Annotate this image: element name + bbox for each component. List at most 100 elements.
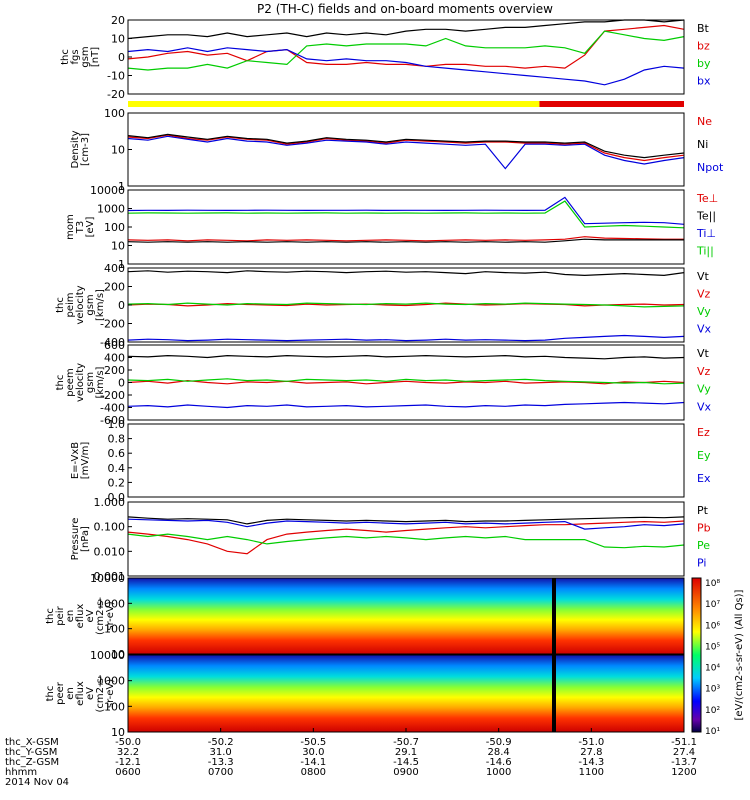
ytick-label-peer_spec-1: 1000 bbox=[97, 675, 125, 688]
ylabel-line-peim-2: velocity bbox=[75, 285, 86, 324]
series-temp-1 bbox=[127, 238, 684, 243]
ylabel-line-peer_spec-5: (cm2-s- bbox=[95, 674, 106, 712]
xaxis-value-3-4: 1000 bbox=[486, 767, 511, 778]
colorbar-gradient bbox=[691, 577, 702, 733]
ylabel-line-fgs-2: gsm bbox=[80, 46, 91, 67]
legend-efield-0: Ez bbox=[697, 426, 710, 439]
legend-peim-3: Vx bbox=[697, 323, 712, 336]
ylabel-line-fgs-3: [nT] bbox=[90, 47, 101, 67]
legend-peim-1: Vz bbox=[697, 288, 711, 301]
figure-title: P2 (TH-C) fields and on-board moments ov… bbox=[257, 2, 553, 16]
xaxis-value-0-5: -51.0 bbox=[578, 737, 604, 748]
x-axis-table: thc_X-GSM -50.0 -50.2 -50.5 -50.7 -50.9 -51.0 -… bbox=[5, 728, 697, 788]
ytick-label-peir_spec-3: 10 bbox=[111, 648, 125, 661]
ytick-label-peir_spec-1: 1000 bbox=[97, 597, 125, 610]
ylabel-peem: thcpeemvelocitygsm[km/s] bbox=[55, 363, 106, 402]
legend-temp-0: Te⊥ bbox=[696, 192, 718, 205]
ylabel-efield: E=-VxB[mV/m] bbox=[70, 442, 91, 480]
ytick-label-efield-3: 0.4 bbox=[108, 462, 126, 475]
ylabel-peer_spec: thcpeerenefluxeV(cm2-s-sr-eV) bbox=[45, 674, 116, 712]
ylabel-temp: momT3[eV] bbox=[65, 214, 96, 240]
legend-pressure-2: Pe bbox=[697, 539, 710, 552]
colorbar-tick-1: 10⁷ bbox=[705, 600, 720, 610]
ytick-label-peim-2: 0 bbox=[118, 299, 125, 312]
ytick-label-density-2: 1 bbox=[118, 180, 125, 193]
xaxis-value-3-2: 0800 bbox=[301, 767, 326, 778]
panel-temp: 10000 1000 100 10 1 momT3[eV] Te⊥ Te|| Ti⊥ Ti|| bbox=[65, 184, 718, 271]
ytick-label-peir_spec-0: 10000 bbox=[90, 572, 125, 585]
frame-efield bbox=[127, 423, 685, 498]
ylabel-line-peer_spec-3: eflux bbox=[75, 681, 86, 706]
legend-efield-2: Ex bbox=[697, 472, 711, 485]
ytick-label-temp-1: 1000 bbox=[97, 203, 125, 216]
legend-fgs-0: Bt bbox=[697, 22, 710, 35]
xaxis-value-0-0: -50.0 bbox=[115, 737, 141, 748]
panels-layer: 20100-10-20thcfgsgsm[nT]Btbzbybx100101De… bbox=[45, 14, 724, 739]
panel-peim: 400 200 0 -200 -400 thcpeimvelocitygsm[km/s] V… bbox=[55, 262, 712, 349]
legend-temp-1: Te|| bbox=[696, 210, 716, 223]
ylabel-line-peer_spec-4: eV bbox=[85, 687, 96, 700]
series-pressure-1 bbox=[127, 520, 685, 555]
ylabel-line-peer_spec-2: en bbox=[65, 687, 76, 700]
ylabel-line-density-1: [cm-3] bbox=[80, 133, 91, 166]
xaxis-value-0-6: -51.1 bbox=[671, 737, 697, 748]
xaxis-value-0-3: -50.7 bbox=[393, 737, 419, 748]
series-fgs-2 bbox=[127, 30, 685, 71]
series-temp-0 bbox=[127, 236, 684, 242]
ytick-label-temp-2: 100 bbox=[104, 221, 125, 234]
series-density-2 bbox=[127, 135, 685, 170]
xaxis-value-2-3: -14.5 bbox=[393, 757, 419, 768]
ylabel-line-temp-2: [eV] bbox=[85, 217, 96, 238]
ylabel-line-peir_spec-2: en bbox=[65, 610, 76, 623]
ylabel-line-peir_spec-4: eV bbox=[85, 609, 96, 622]
series-peem-2 bbox=[127, 378, 685, 385]
series-peim-1 bbox=[127, 302, 685, 307]
data-gap-peer_spec bbox=[552, 655, 556, 732]
ytick-label-peir_spec-2: 100 bbox=[104, 623, 125, 636]
ylabel-line-pressure-0: Pressure bbox=[70, 518, 81, 561]
legend-peem-1: Vz bbox=[697, 365, 711, 378]
ytick-label-peem-1: 400 bbox=[104, 352, 125, 365]
xaxis-value-1-0: 32.2 bbox=[117, 747, 139, 758]
ytick-label-pressure-0: 1.000 bbox=[94, 496, 126, 509]
xaxis-row-label-3: hhmm bbox=[5, 767, 37, 778]
colorbar-tick-3: 10⁵ bbox=[705, 642, 720, 652]
ylabel-line-peim-0: thc bbox=[55, 297, 66, 313]
colorbar-tick-5: 10³ bbox=[705, 685, 720, 695]
series-peim-0 bbox=[127, 270, 685, 277]
series-pressure-2 bbox=[127, 533, 685, 549]
ylabel-line-temp-0: mom bbox=[65, 214, 76, 240]
panel-peer_spec: 10000 1000 100 10 thcpeerenefluxeV(cm2-s-sr-… bbox=[45, 649, 685, 739]
ylabel-line-peir_spec-6: sr-eV) bbox=[105, 601, 116, 630]
legend-peim-2: Vy bbox=[697, 305, 711, 318]
ytick-label-efield-0: 1.0 bbox=[108, 418, 126, 431]
ytick-label-efield-2: 0.6 bbox=[108, 447, 126, 460]
legend-density-1: Ni bbox=[697, 138, 708, 151]
xaxis-value-3-0: 0600 bbox=[115, 767, 140, 778]
ylabel-line-peem-1: peem bbox=[65, 368, 76, 396]
panel-fgs: 20 10 0 -10 -20 thcfgsgsm[nT] Bt bz by bx bbox=[60, 14, 711, 107]
ylabel-line-peem-0: thc bbox=[55, 375, 66, 391]
ylabel-line-peir_spec-1: peir bbox=[55, 605, 66, 625]
ytick-label-efield-1: 0.8 bbox=[108, 433, 126, 446]
xaxis-value-3-1: 0700 bbox=[208, 767, 233, 778]
series-temp-3 bbox=[127, 200, 685, 229]
plot-area-efield bbox=[128, 424, 684, 497]
frame-peir_spec bbox=[127, 577, 685, 655]
xaxis-value-2-6: -13.7 bbox=[671, 757, 697, 768]
ytick-label-peem-0: 600 bbox=[104, 339, 125, 352]
ytick-label-peim-4: -400 bbox=[100, 336, 125, 349]
date-label: 2014 Nov 04 bbox=[5, 777, 69, 788]
ylabel-line-temp-1: T3 bbox=[75, 221, 86, 234]
legend-peem-2: Vy bbox=[697, 383, 711, 396]
xaxis-value-0-2: -50.5 bbox=[300, 737, 326, 748]
panel-peir_spec: 10000 1000 100 10 thcpeirenefluxeV(cm2-s-sr-… bbox=[45, 572, 685, 661]
series-fgs-3 bbox=[127, 47, 685, 86]
series-pressure-0 bbox=[127, 516, 685, 525]
ytick-label-fgs-1: 10 bbox=[111, 33, 125, 46]
panel-efield: 1.0 0.80.6 0.40.2 0.0 E=-VxB[mV/m] Ez Ey Ex bbox=[70, 418, 711, 504]
xaxis-value-0-1: -50.2 bbox=[208, 737, 234, 748]
ytick-label-fgs-2: 0 bbox=[118, 51, 125, 64]
xaxis-value-1-3: 29.1 bbox=[395, 747, 417, 758]
plot-area-pressure bbox=[128, 502, 684, 576]
